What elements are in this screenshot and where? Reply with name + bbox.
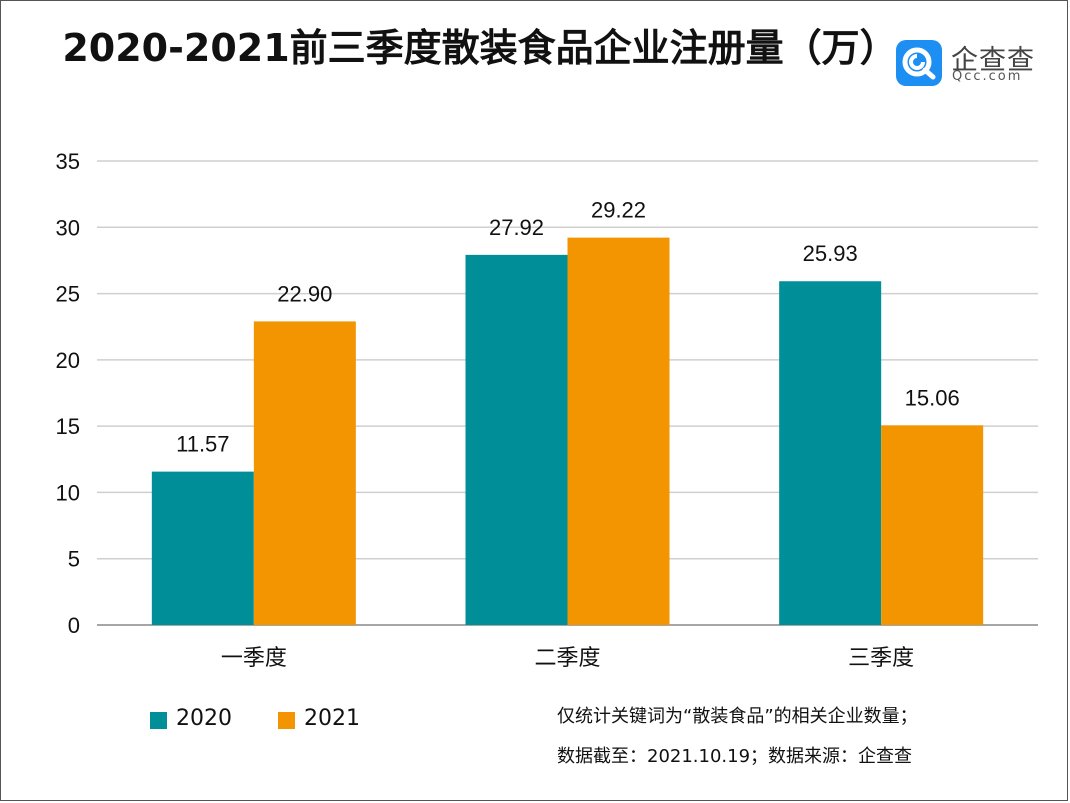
- y-tick-label: 35: [56, 149, 80, 174]
- data-label: 11.57: [176, 432, 229, 457]
- qcc-logo-icon: [896, 40, 942, 86]
- data-label: 22.90: [277, 281, 332, 306]
- x-tick-label: 三季度: [848, 646, 914, 671]
- y-tick-label: 15: [56, 414, 80, 439]
- y-tick-label: 0: [68, 613, 80, 638]
- logo-domain: Qcc.com: [952, 69, 1023, 84]
- legend-swatch-2021: [278, 712, 295, 729]
- bar-2021-0: [253, 321, 356, 625]
- x-tick-label: 一季度: [221, 646, 287, 671]
- source-note-date: 数据截至：2021.10.19；数据来源：企查查: [557, 746, 913, 767]
- source-note-scope: 仅统计关键词为“散装食品”的相关企业数量；: [557, 706, 918, 727]
- data-label: 29.22: [591, 198, 646, 223]
- legend-label-2020: 2020: [176, 706, 232, 731]
- bar-2020-1: [465, 254, 568, 625]
- legend-label-2021: 2021: [304, 706, 360, 731]
- y-tick-label: 10: [56, 480, 80, 505]
- bar-2021-2: [881, 425, 984, 625]
- bar-2020-0: [151, 471, 254, 625]
- chart-title: 2020-2021前三季度散装食品企业注册量（万）: [62, 26, 898, 70]
- bar-2021-1: [567, 237, 670, 625]
- data-label: 27.92: [489, 215, 544, 240]
- y-tick-label: 25: [56, 282, 80, 307]
- x-tick-label: 二季度: [534, 646, 600, 671]
- bar-2020-2: [779, 281, 882, 625]
- y-tick-label: 5: [68, 547, 80, 572]
- y-tick-label: 30: [56, 215, 80, 240]
- data-label: 25.93: [803, 241, 858, 266]
- logo-name: 企查查: [951, 45, 1035, 76]
- qcc-logo: 企查查 Qcc.com: [896, 40, 1046, 90]
- y-tick-label: 20: [56, 348, 80, 373]
- legend-swatch-2020: [150, 712, 167, 729]
- data-label: 15.06: [905, 385, 960, 410]
